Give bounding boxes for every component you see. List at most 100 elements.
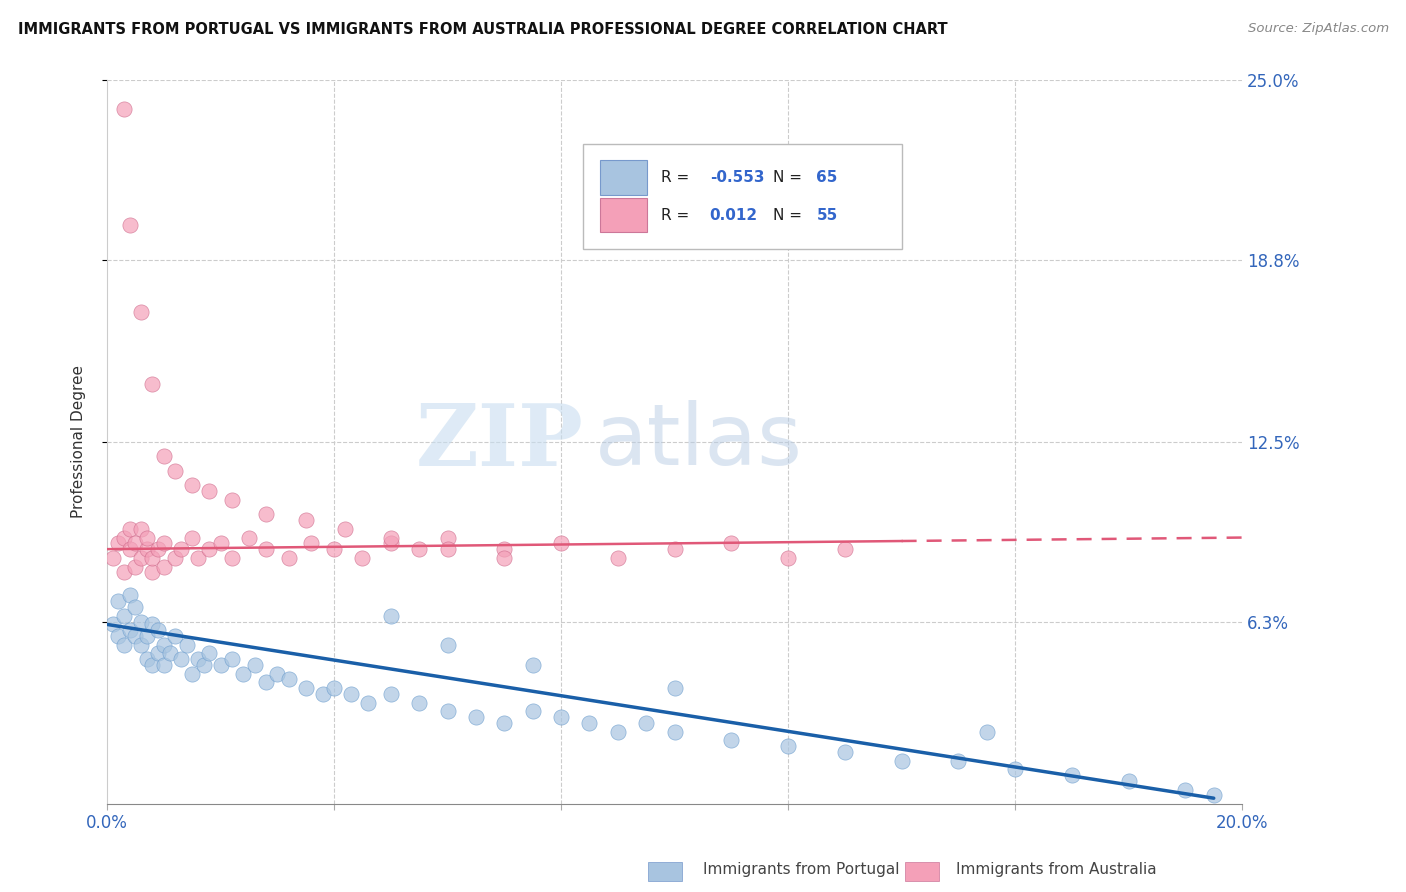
Point [141,377,163,392]
Point [112,566,135,580]
Point [550,710,572,724]
Text: atlas: atlas [595,401,803,483]
Point [550,536,572,550]
Text: -0.553: -0.553 [710,170,765,186]
Point [112,638,135,652]
Point [170,542,193,557]
Point [118,218,141,232]
Point [323,681,346,695]
Point [436,542,458,557]
Point [107,629,129,643]
Point [101,550,124,565]
Point [436,531,458,545]
Text: N =: N = [773,208,801,223]
Point [141,550,163,565]
Point [159,647,181,661]
Point [494,715,516,730]
Point [153,450,176,464]
Text: N =: N = [773,170,801,186]
Point [522,704,544,718]
Point [299,536,322,550]
Point [465,710,488,724]
Point [129,304,152,318]
Point [118,542,141,557]
Point [1004,762,1026,776]
Point [312,687,335,701]
Point [146,647,169,661]
Point [165,464,187,478]
Point [153,638,176,652]
Point [107,594,129,608]
Point [135,629,157,643]
Text: R =: R = [661,208,689,223]
Point [664,724,686,739]
Point [198,484,221,499]
Point [238,531,260,545]
Point [112,531,135,545]
Point [494,542,516,557]
Point [408,696,430,710]
Point [436,638,458,652]
Point [107,536,129,550]
Point [141,617,163,632]
Point [1174,782,1197,797]
Point [187,652,209,666]
Point [636,715,658,730]
Point [153,536,176,550]
Point [124,559,146,574]
Point [976,724,998,739]
Point [165,550,187,565]
Point [340,687,363,701]
Point [266,666,288,681]
Point [664,542,686,557]
Point [209,657,232,672]
Point [181,666,204,681]
Point [277,673,299,687]
Point [606,550,628,565]
Text: 65: 65 [817,170,838,186]
Point [522,657,544,672]
Point [124,536,146,550]
Point [198,542,221,557]
Point [181,531,204,545]
Point [357,696,380,710]
Point [141,657,163,672]
Point [1202,789,1225,803]
Point [380,608,402,623]
Point [124,600,146,615]
Point [153,657,176,672]
Point [118,522,141,536]
Point [129,638,152,652]
Point [254,542,277,557]
Point [380,536,402,550]
Point [146,624,169,638]
Point [135,542,157,557]
Point [254,508,277,522]
Point [135,531,157,545]
Point [606,724,628,739]
Point [118,624,141,638]
Point [778,550,800,565]
Text: Immigrants from Portugal: Immigrants from Portugal [703,863,900,877]
Point [664,681,686,695]
Point [198,647,221,661]
Point [118,589,141,603]
Point [129,522,152,536]
Point [720,733,742,747]
Point [720,536,742,550]
Point [254,675,277,690]
Point [170,652,193,666]
Point [778,739,800,753]
Point [352,550,374,565]
Point [146,542,169,557]
Point [129,615,152,629]
Point [193,657,215,672]
Point [436,704,458,718]
Text: Source: ZipAtlas.com: Source: ZipAtlas.com [1249,22,1389,36]
Text: Immigrants from Australia: Immigrants from Australia [956,863,1157,877]
Point [141,566,163,580]
Point [380,687,402,701]
Point [834,542,856,557]
Point [578,715,600,730]
Text: 55: 55 [817,208,838,223]
